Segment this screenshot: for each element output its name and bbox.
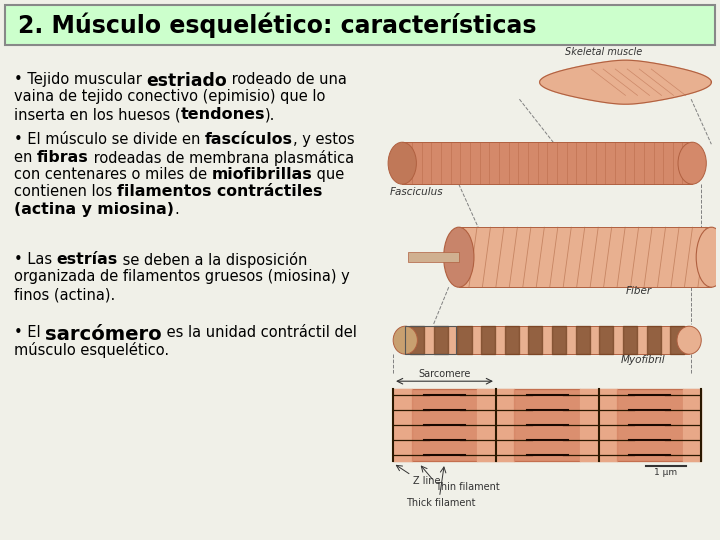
- Text: músculo esquelético.: músculo esquelético.: [14, 342, 169, 359]
- Ellipse shape: [444, 227, 474, 287]
- Text: • Tejido muscular: • Tejido muscular: [14, 72, 146, 87]
- Text: organizada de filamentos gruesos (miosina) y: organizada de filamentos gruesos (miosin…: [14, 269, 350, 285]
- Text: Z line: Z line: [413, 476, 441, 486]
- Text: contienen los: contienen los: [14, 185, 117, 199]
- Ellipse shape: [388, 142, 416, 184]
- Text: 1 μm: 1 μm: [654, 468, 678, 477]
- Text: Skeletal muscle: Skeletal muscle: [565, 47, 642, 57]
- Text: Thin filament: Thin filament: [435, 482, 500, 492]
- Bar: [459, 227, 711, 287]
- Text: Sarcomere: Sarcomere: [418, 369, 471, 379]
- Text: rodeadas de membrana plasmática: rodeadas de membrana plasmática: [89, 150, 354, 165]
- Ellipse shape: [678, 142, 706, 184]
- Text: , y estos: , y estos: [293, 132, 355, 147]
- Text: filamentos contráctiles: filamentos contráctiles: [117, 185, 323, 199]
- Text: estrías: estrías: [57, 252, 118, 267]
- Text: inserta en los huesos (: inserta en los huesos (: [14, 107, 181, 122]
- Text: es la unidad contráctil del: es la unidad contráctil del: [162, 325, 356, 340]
- Text: miofibrillas: miofibrillas: [212, 167, 312, 182]
- Text: rodeado de una: rodeado de una: [228, 72, 347, 87]
- Text: ).: ).: [265, 107, 276, 122]
- Text: (actina y miosina): (actina y miosina): [14, 202, 174, 217]
- Text: Myofibril: Myofibril: [621, 355, 665, 365]
- Text: en: en: [14, 150, 37, 165]
- Text: • Las: • Las: [14, 252, 57, 267]
- Text: sarcómero: sarcómero: [45, 325, 162, 344]
- Text: • El músculo se divide en: • El músculo se divide en: [14, 132, 205, 147]
- Bar: [408, 252, 459, 262]
- Text: • El: • El: [14, 325, 45, 340]
- Text: fascículos: fascículos: [205, 132, 293, 147]
- Ellipse shape: [677, 326, 701, 354]
- Text: vaina de tejido conectivo (epimisio) que lo: vaina de tejido conectivo (epimisio) que…: [14, 90, 325, 105]
- Bar: [405, 326, 456, 354]
- Text: que: que: [312, 167, 345, 182]
- Text: Fiber: Fiber: [626, 286, 652, 296]
- Text: se deben a la disposición: se deben a la disposición: [118, 252, 307, 268]
- Text: tendones: tendones: [181, 107, 265, 122]
- Bar: [402, 142, 692, 184]
- Text: .: .: [174, 202, 179, 217]
- Bar: [393, 389, 701, 461]
- Ellipse shape: [696, 227, 720, 287]
- Ellipse shape: [393, 326, 418, 354]
- Bar: [405, 326, 689, 354]
- Text: Thick filament: Thick filament: [405, 498, 475, 508]
- FancyBboxPatch shape: [5, 5, 715, 45]
- Text: fibras: fibras: [37, 150, 89, 165]
- Text: finos (actina).: finos (actina).: [14, 287, 115, 302]
- Text: 2. Músculo esquelético: características: 2. Músculo esquelético: características: [18, 12, 536, 38]
- Text: con centenares o miles de: con centenares o miles de: [14, 167, 212, 182]
- Polygon shape: [540, 60, 711, 104]
- Text: Fasciculus: Fasciculus: [390, 187, 444, 197]
- Text: estriado: estriado: [146, 72, 228, 90]
